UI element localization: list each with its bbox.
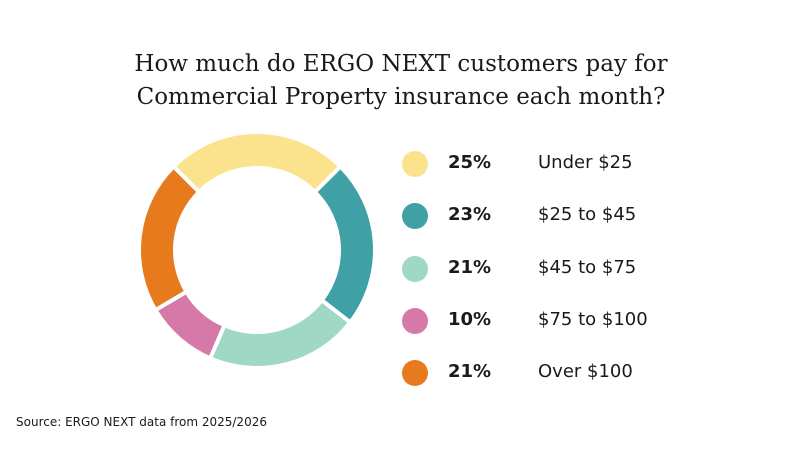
legend-item: 10% $75 to $100: [402, 300, 742, 340]
chart-title-line-2: Commercial Property insurance each month…: [136, 84, 666, 110]
donut-slice-3: [207, 297, 354, 370]
legend-label: $25 to $45: [538, 204, 637, 225]
legend-swatch: [402, 203, 428, 229]
legend-swatch: [402, 256, 428, 282]
donut-slice-2: [312, 163, 377, 326]
legend-item: 23% $25 to $45: [402, 195, 742, 235]
donut-slice-5: [137, 163, 202, 313]
legend-percent: 21%: [448, 361, 492, 382]
chart-title-line-1: How much do ERGO NEXT customers pay for: [134, 51, 668, 77]
legend-label: $75 to $100: [538, 309, 648, 330]
legend-percent: 21%: [448, 257, 492, 278]
legend-swatch: [402, 151, 428, 177]
legend-label: $45 to $75: [538, 257, 637, 278]
legend-label: Under $25: [538, 152, 633, 173]
legend-percent: 10%: [448, 309, 492, 330]
legend-swatch: [402, 308, 428, 334]
legend-swatch: [402, 360, 428, 386]
legend-percent: 25%: [448, 152, 492, 173]
legend-percent: 23%: [448, 204, 492, 225]
legend-item: 21% $45 to $75: [402, 248, 742, 288]
legend-label: Over $100: [538, 361, 633, 382]
legend-item: 25% Under $25: [402, 143, 742, 183]
legend-item: 21% Over $100: [402, 352, 742, 392]
donut-slice-1: [170, 130, 344, 195]
source-note: Source: ERGO NEXT data from 2025/2026: [16, 415, 267, 429]
donut-chart: [137, 130, 377, 370]
chart-title: How much do ERGO NEXT customers pay for …: [0, 48, 802, 114]
